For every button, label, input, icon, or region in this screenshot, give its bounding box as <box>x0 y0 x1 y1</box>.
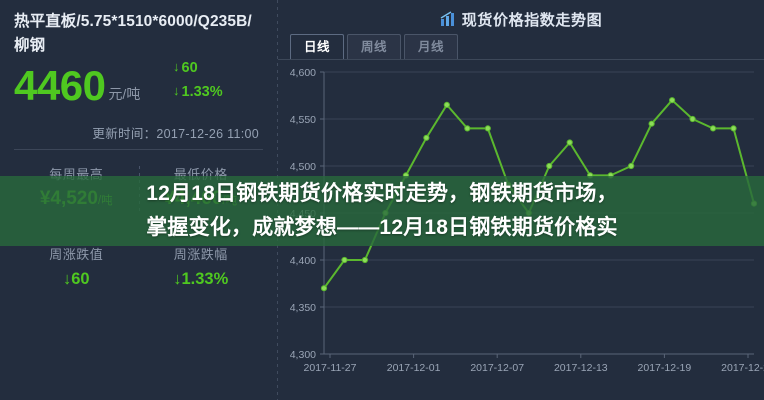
tab-monthly[interactable]: 月线 <box>404 34 459 59</box>
arrow-down-icon-2: ↓ <box>173 83 180 99</box>
stats-row-changes: 周涨跌值 ↓60 周涨跌幅 ↓1.33% <box>14 166 264 292</box>
stat-week-change-percent: 周涨跌幅 ↓1.33% <box>139 244 264 292</box>
overlay-title-line-1: 12月18日钢铁期货价格实时走势，钢铁期货市场， <box>146 182 618 205</box>
product-title: 热平直板/5.75*1510*6000/Q235B/柳钢 <box>14 13 252 54</box>
tab-daily[interactable]: 日线 <box>290 34 345 59</box>
svg-text:2017-12-25: 2017-12-25 <box>721 362 764 374</box>
price-unit: 元/吨 <box>108 86 141 103</box>
svg-text:2017-12-01: 2017-12-01 <box>387 362 441 374</box>
update-time: 更新时间：2017-12-26 11:00 <box>92 127 259 142</box>
price-row: 4460 元/吨 ↓ 60 ↓ 1.33% <box>14 59 263 112</box>
panel-divider <box>14 149 263 151</box>
svg-text:2017-12-19: 2017-12-19 <box>638 362 692 374</box>
delta-box: ↓ 60 ↓ 1.33% <box>173 56 259 104</box>
svg-text:2017-12-13: 2017-12-13 <box>554 362 608 374</box>
delta-value-row: ↓ 60 <box>173 56 259 80</box>
bar-chart-icon <box>440 11 456 27</box>
stat-label: 周涨跌值 <box>49 247 104 263</box>
chart-title: 现货价格指数走势图 <box>461 11 603 29</box>
arrow-down-icon: ↓ <box>173 59 180 75</box>
stat-value: ↓1.33% <box>173 270 229 289</box>
stat-week-change-value: 周涨跌值 ↓60 <box>14 244 139 292</box>
svg-text:4,300: 4,300 <box>290 349 316 361</box>
svg-text:4,350: 4,350 <box>290 302 316 314</box>
stat-label: 周涨跌幅 <box>173 247 228 263</box>
svg-text:4,550: 4,550 <box>290 114 316 126</box>
svg-text:4,500: 4,500 <box>290 161 316 173</box>
delta-percent: 1.33% <box>181 84 223 101</box>
tab-weekly[interactable]: 周线 <box>347 34 402 59</box>
delta-value: 60 <box>181 60 198 77</box>
overlay-title-line-2: 掌握变化，成就梦想——12月18日钢铁期货价格实 <box>146 216 618 239</box>
svg-text:2017-11-27: 2017-11-27 <box>304 362 357 374</box>
delta-percent-row: ↓ 1.33% <box>173 80 259 104</box>
chart-header: 现货价格指数走势图 <box>278 0 764 34</box>
svg-text:2017-12-07: 2017-12-07 <box>470 362 524 374</box>
svg-text:4,400: 4,400 <box>290 255 316 267</box>
article-title-overlay: 12月18日钢铁期货价格实时走势，钢铁期货市场， 掌握变化，成就梦想——12月1… <box>0 176 764 246</box>
svg-text:4,600: 4,600 <box>290 67 316 79</box>
current-price: 4460 <box>14 62 106 110</box>
stat-value: ↓60 <box>62 270 90 289</box>
chart-period-tabs[interactable]: 日线 周线 月线 <box>278 34 764 60</box>
